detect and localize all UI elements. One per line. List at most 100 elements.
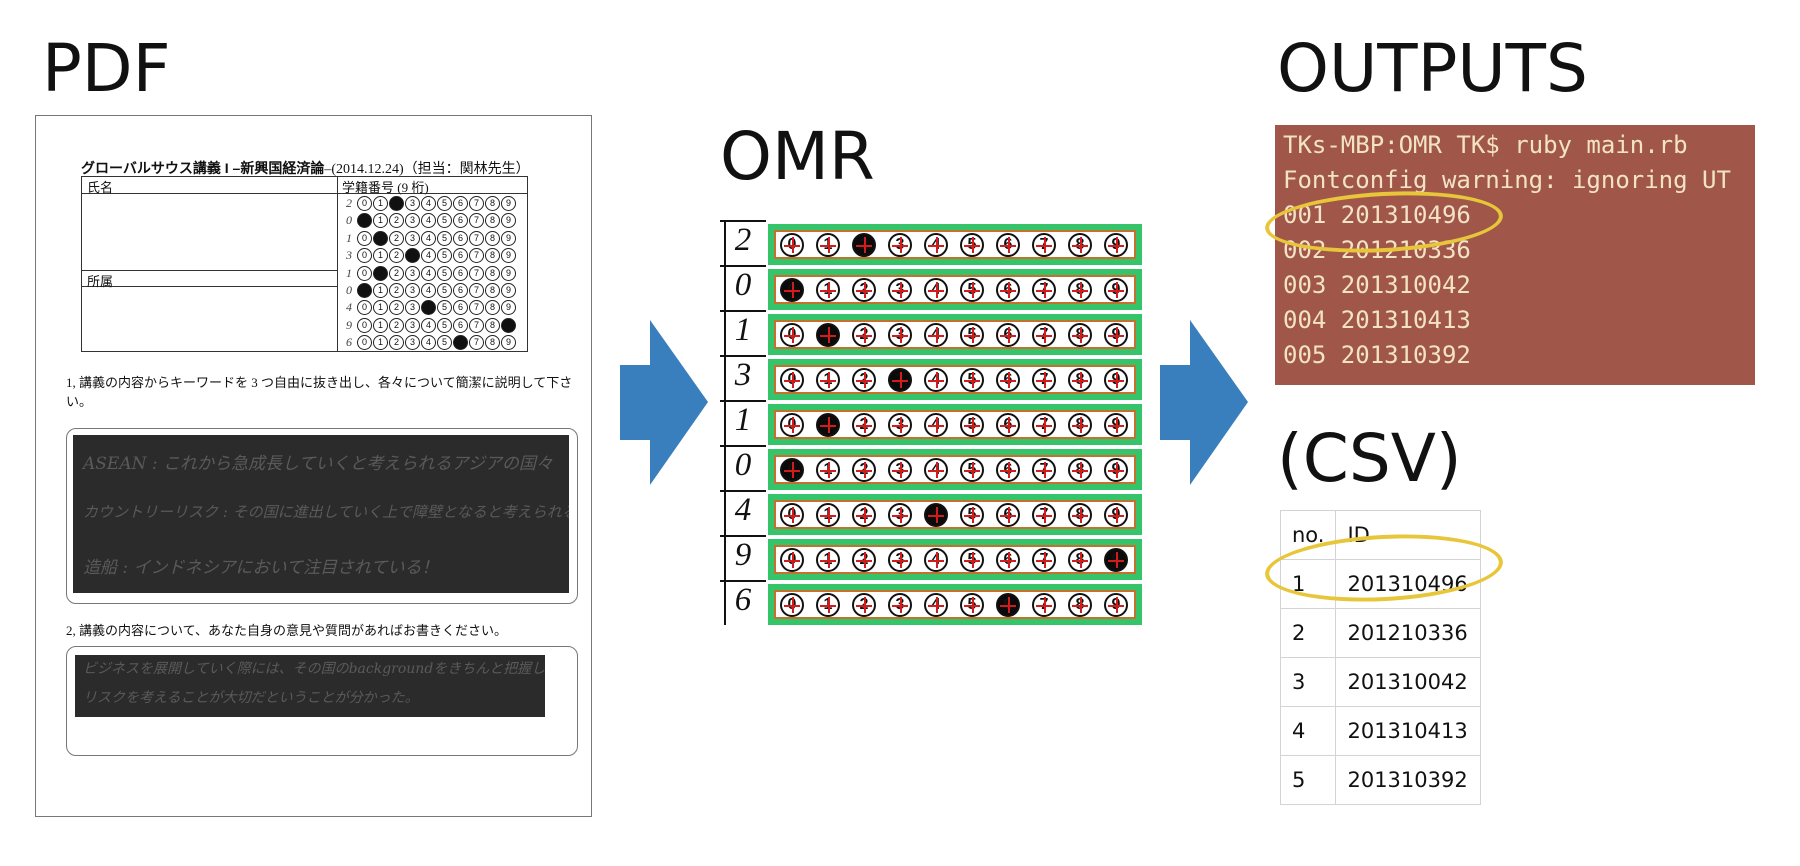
pdf-mini-bubble: 8 (485, 317, 500, 333)
question-2: 2, 講義の内容について、あなた自身の意見や質問があればお書きください。 (66, 623, 507, 638)
pdf-mini-bubble: 1 (373, 196, 388, 211)
pdf-mini-bubble: 9 (501, 213, 516, 229)
answer-1-line-2: カウントリーリスク : その国に進出していく上で障壁となると考えられる要因 (83, 503, 569, 521)
omr-bubble: 3 (888, 413, 912, 437)
pdf-header: グローバルサウス講義 I –新興国経済論–(2014.12.24)（担当：関林先… (81, 158, 530, 178)
pdf-mini-bubble: 3 (405, 335, 420, 351)
terminal-line: 002 201210336 (1283, 236, 1471, 264)
omr-grid: 2012345678900123456789101234567893012345… (720, 220, 1144, 626)
omr-bubble: 5 (960, 413, 984, 437)
omr-bubble: 9 (1104, 278, 1128, 302)
pdf-row-digit: 4 (346, 300, 352, 315)
omr-bubble: 0 (780, 368, 804, 392)
pdf-mini-bubble: 7 (469, 248, 484, 264)
pdf-mini-bubble: 7 (469, 230, 484, 246)
table-row: 2 201210336 (1279, 608, 1482, 658)
omr-bubble: 4 (924, 458, 948, 482)
affiliation-label: 所属 (87, 274, 114, 289)
omr-bubble: 4 (924, 323, 948, 347)
terminal-line: 004 201310413 (1283, 306, 1471, 334)
omr-bubble: 7 (1032, 548, 1056, 572)
answer-1-line-1: ASEAN : これから急成長していくと考えられるアジアの国々 (83, 454, 553, 474)
pdf-mini-bubble: 5 (437, 300, 452, 316)
omr-bubble: 0 (780, 458, 804, 482)
omr-bubble: 2 (852, 233, 876, 257)
pdf-mini-bubble: 1 (373, 283, 388, 298)
pdf-mini-bubble: 8 (485, 335, 500, 351)
csv-header-id: ID (1335, 510, 1482, 560)
csv-table: no. ID 1 201310496 2 201210336 3 2013100… (1279, 510, 1482, 805)
omr-bubble: 8 (1068, 413, 1092, 437)
omr-bubble: 5 (960, 458, 984, 482)
omr-bubble: 9 (1104, 503, 1128, 527)
pdf-mini-bubble: 5 (437, 283, 452, 298)
pdf-mini-bubble: 7 (469, 317, 484, 333)
pdf-mini-bubble: 9 (501, 248, 516, 264)
omr-bubble: 3 (888, 233, 912, 257)
pdf-mini-bubble: 0 (357, 230, 372, 246)
student-id-label: 学籍番号 (9 桁) (342, 180, 429, 195)
pdf-mini-bubble: 2 (389, 230, 404, 246)
pdf-mini-bubble: 6 (453, 335, 468, 351)
omr-row-divider (720, 355, 766, 357)
omr-bubble: 4 (924, 233, 948, 257)
omr-bubble: 5 (960, 503, 984, 527)
omr-bubble: 2 (852, 323, 876, 347)
pdf-mini-bubble: 9 (501, 230, 516, 246)
omr-bubble: 8 (1068, 503, 1092, 527)
terminal-line: 003 201310042 (1283, 271, 1471, 299)
omr-bubble: 4 (924, 503, 948, 527)
omr-bubble: 1 (816, 548, 840, 572)
pdf-mini-bubble: 5 (437, 196, 452, 211)
omr-bubble: 5 (960, 593, 984, 617)
pdf-mini-bubble: 7 (469, 283, 484, 298)
omr-bubble: 9 (1104, 548, 1128, 572)
pdf-header-title: グローバルサウス講義 I –新興国経済論 (81, 160, 325, 176)
omr-row-divider (720, 400, 766, 402)
omr-bubble: 2 (852, 458, 876, 482)
table-row: 5 201310392 (1279, 755, 1482, 805)
pdf-mini-bubble: 3 (405, 196, 420, 211)
csv-cell-id: 201310042 (1335, 657, 1482, 707)
omr-bubble: 9 (1104, 458, 1128, 482)
omr-bubble: 9 (1104, 413, 1128, 437)
omr-bubble: 1 (816, 278, 840, 302)
omr-row-divider (720, 445, 766, 447)
pdf-mini-bubble: 2 (389, 317, 404, 333)
omr-bubble: 5 (960, 278, 984, 302)
pdf-mini-bubble: 3 (405, 248, 420, 264)
omr-bubble: 2 (852, 368, 876, 392)
answer-1-line-3: 造船 : インドネシアにおいて注目されている！ (83, 558, 439, 578)
outputs-title: OUTPUTS (1277, 30, 1588, 107)
omr-bubble: 6 (996, 233, 1020, 257)
pdf-mini-bubble: 2 (389, 300, 404, 316)
pdf-mini-bubble: 1 (373, 230, 388, 246)
omr-row-digit: 9 (734, 537, 752, 573)
pdf-mini-bubble: 8 (485, 300, 500, 316)
pdf-mini-bubble: 8 (485, 283, 500, 298)
answer-2-box: ビジネスを展開していく際には、その国のbackgroundをきちんと把握し、 リ… (66, 646, 578, 756)
omr-bubble: 2 (852, 278, 876, 302)
pdf-row-digit: 6 (346, 335, 352, 350)
omr-bubble: 1 (816, 593, 840, 617)
pdf-mini-bubble: 9 (501, 196, 516, 211)
pdf-mini-bubble: 0 (357, 317, 372, 333)
table-row: 1 201310496 (1279, 559, 1482, 609)
omr-bubble: 6 (996, 548, 1020, 572)
pdf-mini-bubble: 4 (421, 196, 436, 211)
omr-bubble: 8 (1068, 458, 1092, 482)
pdf-mini-bubble: 4 (421, 248, 436, 264)
omr-bubble: 4 (924, 413, 948, 437)
arrow-right-icon (620, 320, 708, 485)
